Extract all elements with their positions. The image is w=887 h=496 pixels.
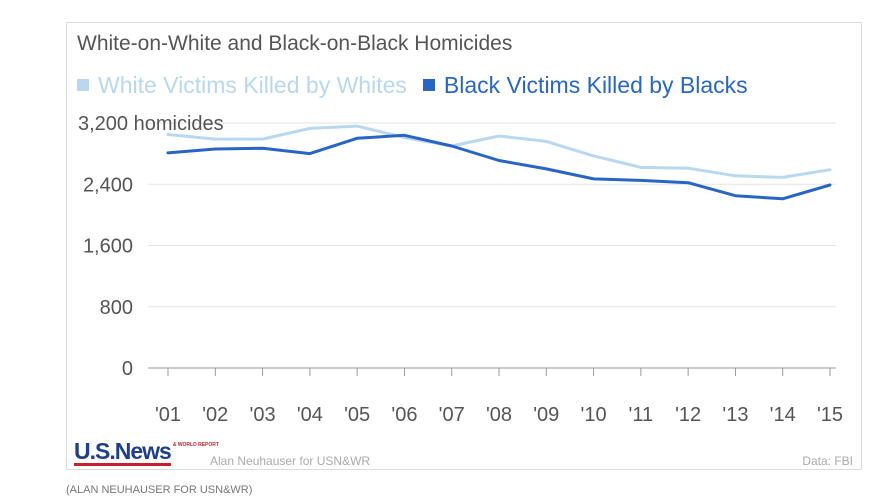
legend-item-white: White Victims Killed by Whites [77,72,407,99]
y-tick-label: 800 [100,297,133,319]
logo-text: U.S.News [74,438,172,466]
y-tick-label: 3,200 homicides [78,113,224,135]
x-tick-label: '10 [581,404,607,426]
x-tick-label: '06 [391,404,417,426]
x-tick-label: '07 [439,404,465,426]
legend-item-black: Black Victims Killed by Blacks [422,71,748,99]
author-credit: Alan Neuhauser for USN&WR [210,454,371,468]
x-tick-label: '08 [486,404,512,426]
x-tick-label: '05 [344,404,370,426]
data-source: Data: FBI [802,454,853,468]
usnews-logo: U.S.News & WORLD REPORT [74,440,219,466]
y-tick-label: 1,600 [83,236,133,258]
x-tick-label: '09 [533,404,559,426]
x-tick-label: '15 [817,404,843,426]
legend-swatch-white [77,79,89,91]
y-tick-label: 2,400 [83,174,133,196]
series-line-black-victims [166,133,832,201]
legend-label-black: Black Victims Killed by Blacks [443,71,748,98]
legend-swatch-black [422,79,435,91]
x-tick-label: '11 [629,404,654,426]
x-tick-label: '12 [675,404,701,426]
x-tick-label: '13 [722,404,748,426]
x-tick-label: '01 [155,404,181,426]
y-tick-label: 0 [122,358,133,380]
x-tick-label: '02 [202,404,228,426]
chart-title: White-on-White and Black-on-Black Homici… [77,32,513,55]
x-tick-label: '03 [250,404,276,426]
series-line-white-victims [166,124,832,179]
x-tick-label: '04 [297,404,323,426]
x-tick-label: '14 [770,404,796,426]
logo-tagline: & WORLD REPORT [172,442,219,448]
photo-caption: (ALAN NEUHAUSER FOR USN&WR) [66,484,253,496]
legend-label-white: White Victims Killed by Whites [98,71,407,98]
legend: White Victims Killed by Whites Black Vic… [77,70,764,100]
